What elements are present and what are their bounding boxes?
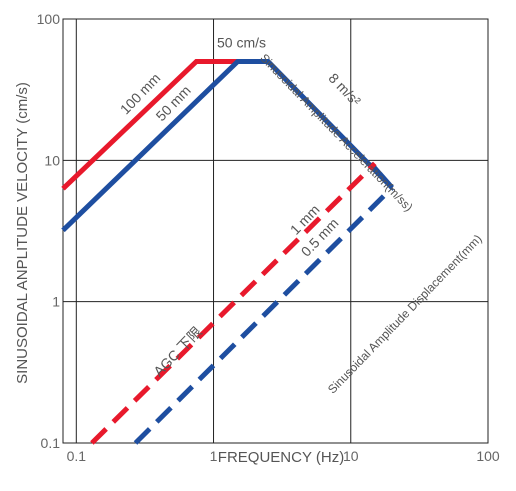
x-tick-label: 100	[476, 448, 500, 464]
x-tick-label: 0.1	[67, 448, 87, 464]
x-tick-label: 1	[210, 448, 218, 464]
blue-solid-series-line	[61, 59, 394, 233]
red-dashed-series-line	[90, 161, 377, 445]
y-tick-label: 0.1	[41, 435, 61, 451]
y-tick-label: 100	[37, 11, 61, 27]
plot-frame	[62, 18, 489, 444]
annotation-50mm: 50 mm	[153, 82, 194, 124]
x-axis-title: FREQUENCY (Hz)	[218, 449, 344, 466]
annotation-disp: Sinusoidal Amplitude Displacement(mm)	[325, 232, 485, 397]
y-tick-label: 10	[44, 152, 60, 168]
annotation-50cms: 50 cm/s	[217, 34, 266, 50]
y-axis-title: SINUSOIDAL ANPLITUDE VELOCITY (cm/s)	[14, 82, 31, 384]
blue-dashed-series-line	[133, 185, 394, 445]
annotation-agc: AGC 下限	[150, 323, 205, 379]
grid-layer	[62, 18, 489, 444]
red-solid-series-line	[61, 59, 242, 191]
annotation-8ms2: 8 m/s²	[325, 70, 364, 109]
tick-layer: 0.1 1 10 100 0.1 1 10 100	[37, 11, 500, 464]
series-layer	[61, 59, 394, 445]
x-tick-label: 10	[343, 448, 359, 464]
y-tick-label: 1	[52, 294, 60, 310]
